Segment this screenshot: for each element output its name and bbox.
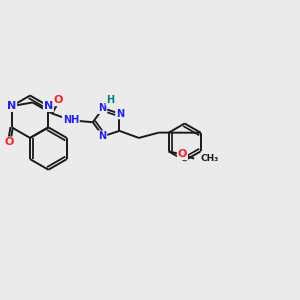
Text: N: N	[98, 131, 106, 141]
Text: O: O	[4, 137, 14, 147]
Text: N: N	[7, 101, 16, 111]
Text: CH₃: CH₃	[201, 154, 219, 163]
Text: H: H	[106, 95, 115, 105]
Text: N: N	[44, 101, 53, 111]
Text: NH: NH	[63, 115, 79, 125]
Text: O: O	[54, 95, 63, 105]
Text: O: O	[178, 149, 187, 159]
Text: N: N	[116, 109, 124, 118]
Text: N: N	[98, 103, 106, 113]
